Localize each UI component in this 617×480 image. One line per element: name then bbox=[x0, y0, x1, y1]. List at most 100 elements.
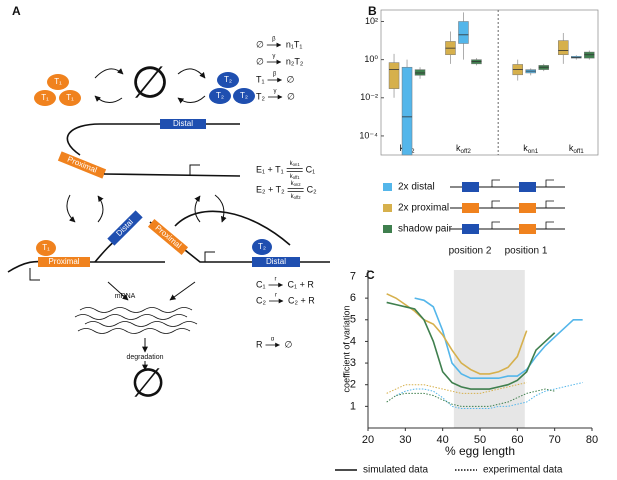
y-tick-label: 10⁻² bbox=[360, 92, 378, 102]
dna-unbound: Distal Proximal bbox=[57, 119, 241, 179]
series-line bbox=[386, 388, 555, 407]
construct-enhancer bbox=[519, 203, 536, 213]
legend-label: experimental data bbox=[483, 465, 563, 476]
box bbox=[388, 62, 400, 89]
y-tick-label: 3 bbox=[350, 357, 356, 369]
series-line bbox=[395, 382, 583, 410]
series-line bbox=[386, 301, 556, 390]
legend-label: shadow pair bbox=[398, 224, 453, 235]
panel-label: C bbox=[366, 268, 375, 282]
shaded-region bbox=[453, 270, 525, 428]
tf-label: T₁ bbox=[66, 93, 74, 102]
arrow bbox=[177, 95, 206, 104]
box bbox=[458, 21, 469, 44]
dna-bound-right: Proximal Distal T₂ bbox=[147, 210, 330, 267]
construct-enhancer bbox=[519, 224, 536, 234]
y-tick-label: 4 bbox=[350, 335, 356, 347]
tss bbox=[545, 179, 554, 187]
reaction-lhs: C₂ bbox=[256, 295, 266, 305]
position-label: position 1 bbox=[505, 246, 548, 257]
subscript: off2 bbox=[294, 195, 302, 200]
rate-label: β bbox=[272, 37, 276, 43]
legend-label: simulated data bbox=[363, 465, 428, 476]
mrna-waves bbox=[74, 307, 198, 334]
legend-label: 2x distal bbox=[398, 182, 435, 193]
tss bbox=[545, 221, 554, 229]
arrow bbox=[107, 281, 129, 301]
tf-label: T₁ bbox=[54, 77, 62, 86]
tss bbox=[491, 179, 500, 187]
enhancer-label: Distal bbox=[266, 257, 286, 266]
legend-label: 2x proximal bbox=[398, 203, 449, 214]
reaction-lhs: E₁ + T₁ bbox=[256, 164, 284, 174]
subscript: on1 bbox=[528, 148, 539, 155]
position-label: position 2 bbox=[449, 246, 492, 257]
tf-label: T₁ bbox=[42, 243, 50, 252]
sink-symbol: ∅ bbox=[131, 362, 166, 406]
base: k bbox=[291, 194, 295, 200]
reaction-rhs: C₂ bbox=[307, 184, 317, 194]
reaction-lhs: R bbox=[256, 339, 263, 349]
tss bbox=[545, 200, 554, 208]
x-axis-label: % egg length bbox=[445, 444, 515, 458]
subscript: on1 bbox=[293, 162, 301, 167]
x-tick-label: 70 bbox=[549, 434, 561, 446]
base: k bbox=[456, 143, 461, 153]
arrow bbox=[66, 194, 76, 223]
arrow bbox=[169, 281, 196, 301]
box bbox=[401, 66, 413, 156]
tss bbox=[491, 200, 500, 208]
plot-frame bbox=[380, 9, 599, 156]
subscript: off1 bbox=[573, 148, 584, 155]
reaction-rhs: ∅ bbox=[287, 74, 295, 84]
enhancer-label: Distal bbox=[173, 119, 193, 128]
box bbox=[558, 40, 569, 56]
subscript: on2 bbox=[294, 182, 302, 187]
arrow bbox=[94, 68, 124, 79]
tf-label: T₁ bbox=[41, 93, 49, 102]
box bbox=[414, 69, 426, 76]
arrow bbox=[177, 68, 206, 79]
base: k bbox=[291, 181, 295, 187]
panel-label: A bbox=[12, 4, 21, 18]
legend-swatch bbox=[383, 225, 392, 233]
rate-label: γ bbox=[274, 89, 277, 95]
base: k bbox=[569, 143, 574, 153]
reaction-rhs: C₁ bbox=[306, 164, 316, 174]
series-line bbox=[414, 297, 583, 380]
arrow bbox=[97, 195, 104, 223]
reaction-rhs: C₁ + R bbox=[288, 279, 315, 289]
x-tick-label: 80 bbox=[586, 434, 598, 446]
reaction-lhs: ∅ bbox=[256, 56, 264, 66]
arrow bbox=[214, 194, 227, 223]
dna-bound-left: Proximal T₁ Distal bbox=[7, 210, 165, 281]
null-symbol: ∅ bbox=[131, 59, 169, 108]
y-tick-label: 5 bbox=[350, 314, 356, 326]
rate-label: koff2 bbox=[456, 143, 471, 154]
rate-label: kon1 bbox=[523, 143, 539, 154]
y-tick-label: 10² bbox=[365, 16, 378, 26]
base: k bbox=[290, 161, 294, 167]
rate-label: kon2 bbox=[291, 181, 302, 188]
rate-label: β bbox=[273, 72, 277, 78]
y-tick-label: 10⁻⁴ bbox=[359, 130, 378, 140]
arrow bbox=[94, 95, 123, 103]
mrna-label: mRNA bbox=[115, 293, 136, 300]
tf-label: T₂ bbox=[224, 75, 232, 84]
reaction-lhs: T₁ bbox=[256, 74, 265, 84]
reaction-rhs: C₂ + R bbox=[288, 295, 315, 305]
series-line bbox=[386, 382, 527, 394]
tf-label: T₂ bbox=[258, 242, 266, 251]
y-tick-label: 1 bbox=[350, 400, 356, 412]
rate-label: koff2 bbox=[291, 194, 302, 201]
y-axis-label: coefficient of variation bbox=[341, 306, 351, 393]
arrow bbox=[194, 195, 201, 223]
reaction-lhs: C₁ bbox=[256, 279, 266, 289]
reaction-rhs: ∅ bbox=[287, 91, 295, 101]
rate-label: r bbox=[275, 293, 277, 299]
x-tick-label: 60 bbox=[511, 434, 523, 446]
tf-label: T₂ bbox=[240, 91, 248, 100]
tss bbox=[491, 221, 500, 229]
rate-label: kon1 bbox=[290, 161, 301, 168]
